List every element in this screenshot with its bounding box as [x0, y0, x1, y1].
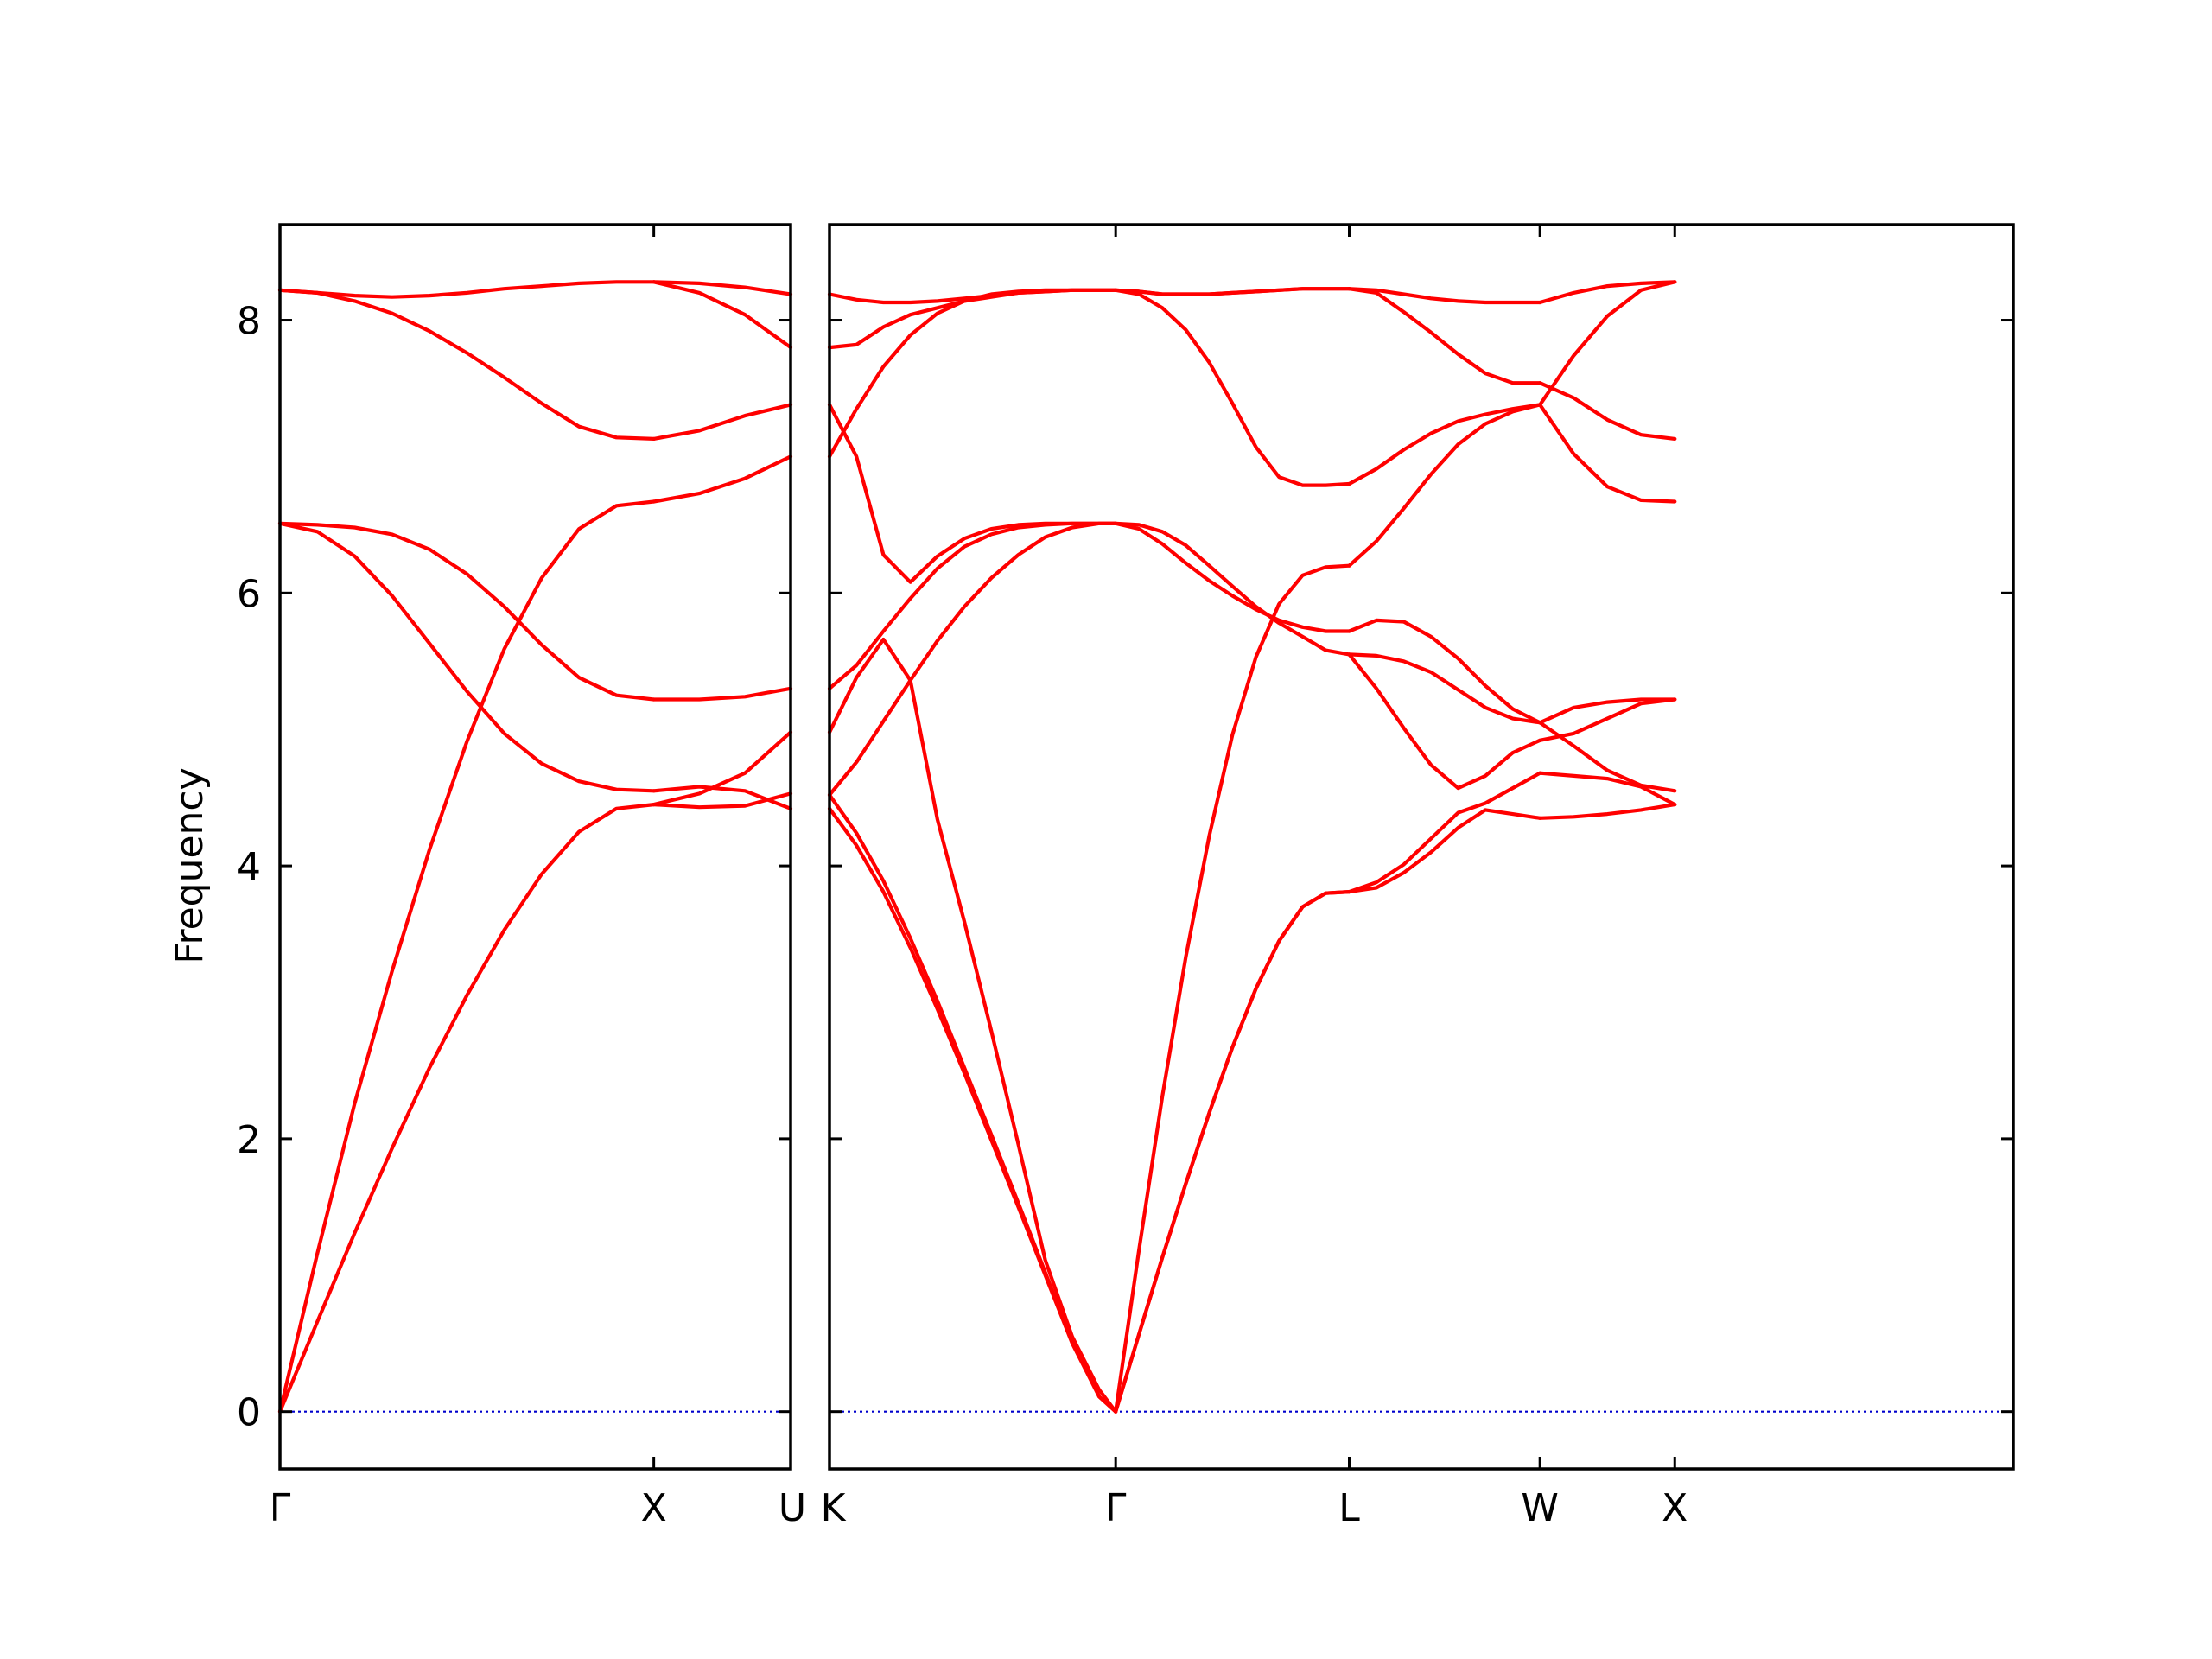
left-panel-segment-0-band-2 — [277, 521, 656, 793]
left-panel-segment-1-band-3 — [652, 686, 793, 702]
right-panel-segment-3-band-6 — [1538, 280, 1677, 407]
right-panel-segment-0-band-3 — [827, 521, 1118, 798]
right-panel-segment-3-band-1 — [1538, 771, 1677, 807]
y-axis: 0 2 4 6 8 — [237, 300, 261, 1435]
right-panel-segment-3-band-7 — [1538, 381, 1677, 441]
right-panel-segment-2-band-2 — [1347, 652, 1542, 791]
right-panel-segment-0-band-6 — [827, 288, 1118, 459]
left-panel-segment-1-band-4 — [652, 454, 793, 504]
y-tick-label-4: 4 — [237, 845, 261, 889]
x-tick-label-right-4: X — [1662, 1486, 1688, 1530]
right-panel-segment-2-band-8 — [1347, 287, 1542, 305]
y-axis-title: Frequency — [168, 767, 212, 963]
right-panel-segment-1-band-4 — [1114, 521, 1351, 633]
right-panel-segment-0-band-5 — [827, 403, 1118, 584]
x-tick-label-right-2: L — [1338, 1486, 1360, 1530]
right-panel-segment-2-band-0 — [1347, 808, 1542, 894]
y-tick-label-6: 6 — [237, 572, 261, 616]
left-panel-segment-1-band-1 — [652, 730, 793, 807]
x-tick-label-left-1: X — [641, 1486, 667, 1530]
right-panel-frame — [828, 223, 2015, 1471]
right-panel-segment-2-band-1 — [1347, 771, 1542, 894]
left-panel-segment-1-band-2 — [652, 785, 793, 810]
left-panel-segment-0-band-1 — [277, 499, 656, 1414]
x-tick-label-left-2: U — [779, 1486, 806, 1530]
right-panel-segment-1-band-2 — [1114, 563, 1351, 1414]
left-panel-frame — [278, 223, 792, 1471]
right-panel-segment-3-band-0 — [1538, 802, 1677, 820]
right-panel-segment-0-band-0 — [827, 806, 1118, 1414]
right-panel-segment-0-band-8 — [827, 288, 1118, 305]
right-panel-segment-1-band-7 — [1114, 287, 1351, 296]
right-panel-segment-2-band-7 — [1347, 287, 1542, 385]
right-panel-segment-3-band-8 — [1538, 280, 1677, 305]
left-panel-segment-1-band-7 — [652, 280, 793, 296]
left-panel-segment-0-band-5 — [277, 280, 656, 299]
right-panel-segment-0-band-4 — [827, 521, 1118, 690]
y-tick-label-2: 2 — [237, 1118, 261, 1162]
right-panel-segment-3-band-2 — [1538, 697, 1677, 742]
x-tick-label-right-1: Γ — [1105, 1486, 1127, 1530]
right-panel-segment-1-band-5 — [1114, 288, 1351, 487]
right-panel-segment-2-band-5 — [1347, 403, 1542, 568]
left-panel-segment-0-band-4 — [277, 288, 656, 441]
right-panel-segment-3-band-3 — [1538, 721, 1677, 793]
left-panel-segment-1-band-5 — [652, 403, 793, 441]
right-panel-segment-0-band-2 — [827, 637, 1118, 1414]
y-tick-label-8: 8 — [237, 300, 261, 344]
left-panel-segment-0-band-3 — [277, 521, 656, 702]
right-panel-segment-1-band-1 — [1114, 889, 1351, 1414]
left-panel-segment-1-band-6 — [652, 280, 793, 350]
right-panel-segment-3-band-4 — [1538, 697, 1677, 725]
x-tick-label-left-0: Γ — [270, 1486, 291, 1530]
left-panel-segment-0-band-0 — [277, 802, 656, 1414]
y-tick-label-0: 0 — [237, 1391, 261, 1435]
right-panel-segment-1-band-0 — [1114, 889, 1351, 1414]
right-panel-segment-2-band-6 — [1347, 403, 1542, 486]
x-tick-label-right-3: W — [1521, 1486, 1559, 1530]
right-panel-segment-3-band-5 — [1538, 403, 1677, 504]
right-panel-segment-2-band-3 — [1347, 652, 1542, 725]
right-panel-segment-1-band-3 — [1114, 521, 1351, 657]
x-tick-label-right-0: K — [821, 1486, 847, 1530]
right-panel-segment-2-band-4 — [1347, 618, 1542, 725]
right-panel-segment-0-band-1 — [827, 792, 1118, 1414]
